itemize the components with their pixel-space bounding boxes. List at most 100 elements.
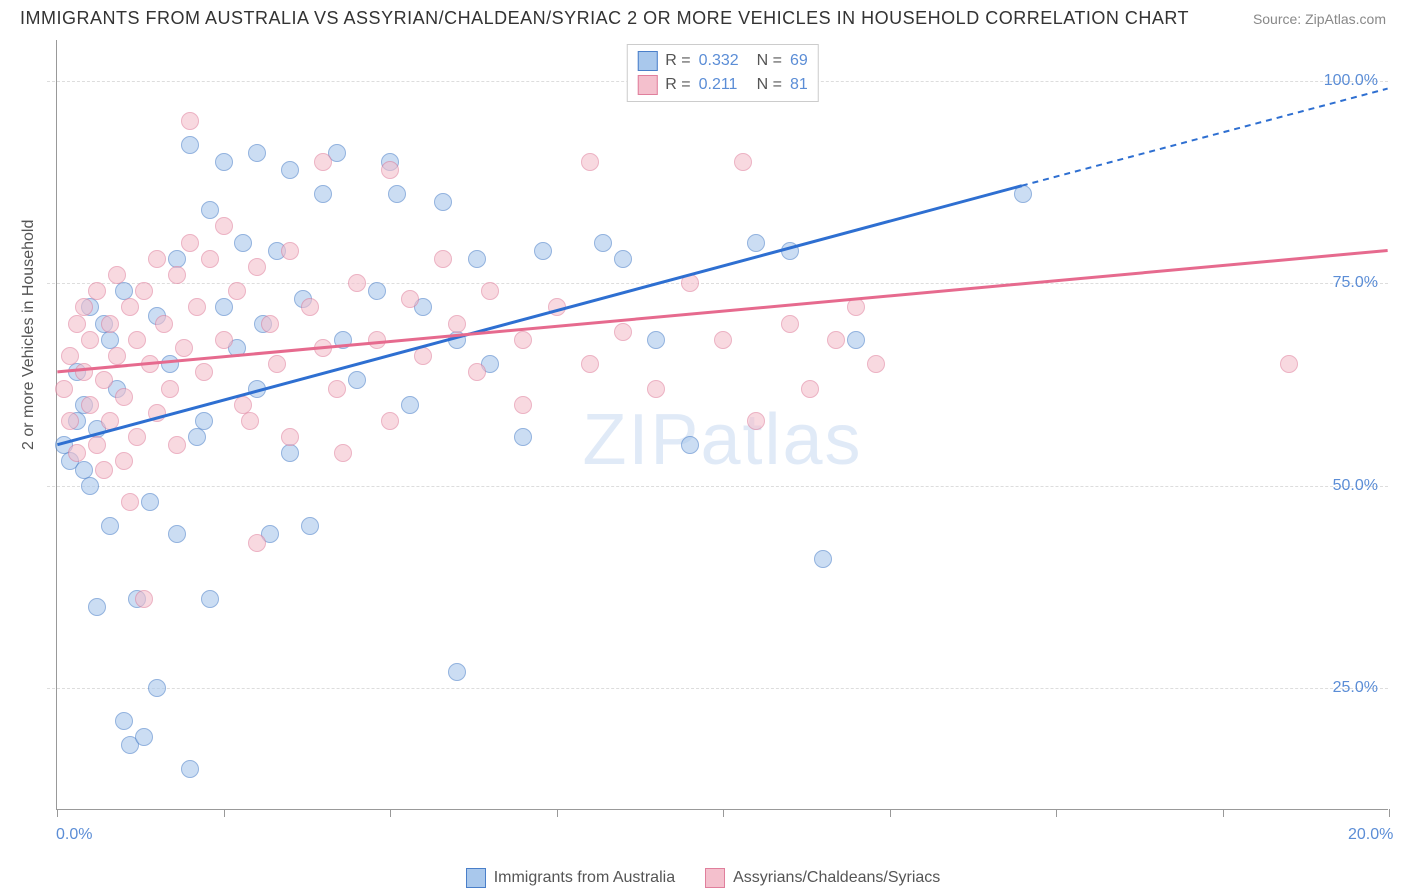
scatter-point	[401, 396, 419, 414]
x-tick	[890, 809, 891, 817]
scatter-point	[215, 331, 233, 349]
scatter-point	[647, 380, 665, 398]
scatter-point	[135, 728, 153, 746]
legend-n-value: 69	[790, 52, 808, 70]
scatter-point	[115, 388, 133, 406]
scatter-point	[581, 153, 599, 171]
scatter-point	[448, 331, 466, 349]
scatter-point	[514, 428, 532, 446]
scatter-point	[101, 412, 119, 430]
scatter-point	[514, 331, 532, 349]
scatter-point	[248, 258, 266, 276]
scatter-point	[388, 185, 406, 203]
scatter-point	[181, 234, 199, 252]
scatter-point	[168, 436, 186, 454]
y-axis-label: 2 or more Vehicles in Household	[20, 220, 38, 450]
x-tick	[557, 809, 558, 817]
legend-series-item: Assyrians/Chaldeans/Syriacs	[705, 868, 940, 888]
scatter-point	[75, 298, 93, 316]
scatter-point	[101, 315, 119, 333]
scatter-point	[155, 315, 173, 333]
legend-r-value: 0.332	[699, 52, 749, 70]
scatter-point	[121, 298, 139, 316]
scatter-point	[481, 282, 499, 300]
scatter-point	[261, 315, 279, 333]
scatter-point	[55, 380, 73, 398]
legend-series-label: Assyrians/Chaldeans/Syriacs	[733, 869, 940, 887]
scatter-point	[348, 371, 366, 389]
x-tick	[1056, 809, 1057, 817]
scatter-point	[747, 412, 765, 430]
scatter-point	[1280, 355, 1298, 373]
scatter-point	[448, 315, 466, 333]
y-tick-label: 75.0%	[1333, 274, 1378, 292]
scatter-point	[847, 331, 865, 349]
scatter-point	[647, 331, 665, 349]
scatter-point	[314, 153, 332, 171]
scatter-point	[301, 298, 319, 316]
scatter-point	[334, 331, 352, 349]
scatter-point	[781, 242, 799, 260]
scatter-point	[201, 201, 219, 219]
legend-r-label: R =	[665, 76, 690, 94]
scatter-point	[81, 331, 99, 349]
scatter-point	[215, 153, 233, 171]
scatter-point	[248, 144, 266, 162]
scatter-point	[108, 266, 126, 284]
scatter-point	[115, 712, 133, 730]
scatter-point	[614, 323, 632, 341]
y-tick-label: 25.0%	[1333, 679, 1378, 697]
scatter-point	[168, 266, 186, 284]
scatter-point	[61, 412, 79, 430]
scatter-point	[181, 136, 199, 154]
scatter-point	[614, 250, 632, 268]
x-tick	[1389, 809, 1390, 817]
x-tick	[57, 809, 58, 817]
legend-n-label: N =	[757, 52, 782, 70]
scatter-point	[681, 274, 699, 292]
scatter-point	[135, 590, 153, 608]
legend-r-value: 0.211	[699, 76, 749, 94]
scatter-point	[148, 679, 166, 697]
scatter-point	[328, 380, 346, 398]
x-tick	[224, 809, 225, 817]
scatter-point	[181, 112, 199, 130]
scatter-point	[534, 242, 552, 260]
legend-swatch	[705, 868, 725, 888]
scatter-point	[434, 193, 452, 211]
scatter-point	[95, 461, 113, 479]
scatter-point	[1014, 185, 1032, 203]
scatter-point	[281, 161, 299, 179]
scatter-point	[95, 371, 113, 389]
scatter-point	[381, 161, 399, 179]
x-tick-label: 20.0%	[1348, 826, 1393, 844]
scatter-point	[161, 380, 179, 398]
scatter-point	[215, 217, 233, 235]
scatter-point	[195, 363, 213, 381]
scatter-point	[61, 347, 79, 365]
scatter-point	[814, 550, 832, 568]
scatter-point	[314, 185, 332, 203]
legend-n-label: N =	[757, 76, 782, 94]
scatter-point	[88, 436, 106, 454]
scatter-point	[101, 517, 119, 535]
legend-correlation-row: R = 0.332 N = 69	[637, 49, 807, 73]
scatter-point	[188, 428, 206, 446]
scatter-point	[148, 404, 166, 422]
scatter-point	[381, 412, 399, 430]
scatter-point	[581, 355, 599, 373]
scatter-point	[827, 331, 845, 349]
legend-r-label: R =	[665, 52, 690, 70]
scatter-point	[434, 250, 452, 268]
scatter-point	[468, 363, 486, 381]
scatter-point	[128, 428, 146, 446]
scatter-point	[188, 298, 206, 316]
legend-swatch	[466, 868, 486, 888]
grid-line	[47, 486, 1388, 487]
y-tick-label: 100.0%	[1324, 72, 1378, 90]
scatter-point	[414, 347, 432, 365]
scatter-point	[81, 477, 99, 495]
legend-n-value: 81	[790, 76, 808, 94]
scatter-point	[68, 444, 86, 462]
scatter-point	[88, 598, 106, 616]
